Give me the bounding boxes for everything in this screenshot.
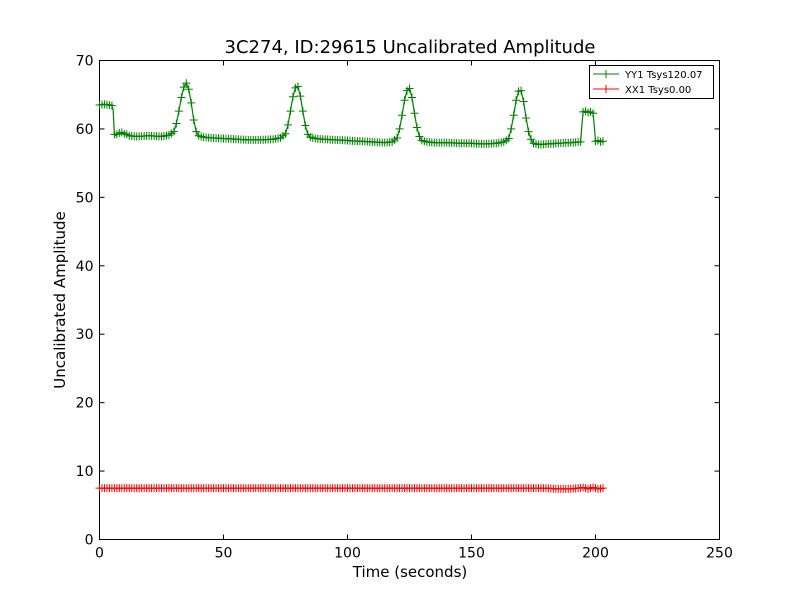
- data-point: [182, 79, 191, 88]
- data-point: [107, 101, 116, 110]
- y-tick-label: 20: [76, 396, 94, 412]
- data-point: [522, 113, 531, 122]
- data-point: [509, 111, 518, 120]
- y-tick-label: 0: [85, 533, 94, 549]
- legend-label-yy1: YY1 Tsys120.07: [624, 70, 703, 81]
- data-point: [405, 84, 414, 93]
- data-point: [172, 119, 181, 128]
- y-tick-label: 30: [76, 327, 94, 343]
- series-1: [95, 483, 607, 493]
- data-point: [407, 93, 416, 102]
- y-tick-label: 10: [76, 464, 94, 480]
- chart-title: 3C274, ID:29615 Uncalibrated Amplitude: [225, 37, 596, 58]
- data-point: [507, 124, 516, 133]
- data-point: [301, 121, 310, 130]
- legend-marker-yy1: [602, 70, 610, 78]
- data-point: [524, 127, 533, 136]
- data-point: [177, 93, 186, 102]
- data-point: [598, 137, 607, 146]
- y-tick-label: 50: [76, 190, 94, 206]
- legend: YY1 Tsys120.07 XX1 Tsys0.00: [589, 65, 714, 99]
- data-point: [576, 137, 585, 146]
- data-point: [286, 107, 295, 116]
- x-tick-label: 250: [706, 546, 733, 562]
- data-point: [298, 107, 307, 116]
- data-point: [184, 85, 193, 94]
- data-point: [410, 109, 419, 118]
- data-point: [400, 96, 409, 105]
- x-tick-label: 100: [334, 546, 361, 562]
- data-point: [169, 127, 178, 136]
- data-point: [192, 127, 201, 136]
- x-tick-label: 0: [95, 546, 104, 562]
- data-point: [415, 132, 424, 141]
- data-point: [293, 82, 302, 91]
- data-point: [179, 83, 188, 92]
- x-tick-label: 50: [215, 546, 233, 562]
- data-point: [519, 97, 528, 106]
- legend-marker-xx1: [602, 85, 610, 93]
- y-tick-label: 60: [76, 122, 94, 138]
- x-axis-label: Time (seconds): [352, 563, 468, 581]
- data-point: [504, 134, 513, 143]
- data-point: [283, 120, 292, 129]
- y-tick-label: 40: [76, 259, 94, 275]
- data-point: [395, 124, 404, 133]
- legend-label-xx1: XX1 Tsys0.00: [625, 85, 691, 96]
- data-point: [412, 123, 421, 132]
- data-point: [527, 135, 536, 144]
- data-point: [398, 111, 407, 120]
- data-point: [281, 129, 290, 138]
- data-point: [288, 92, 297, 101]
- data-point: [517, 86, 526, 95]
- y-tick-label: 70: [76, 54, 94, 70]
- x-tick-label: 200: [582, 546, 609, 562]
- data-point: [187, 98, 196, 107]
- data-point: [174, 107, 183, 116]
- plot-area: 0 50 100 150 200 250 0 10 20 30 40 50 60 70: [76, 54, 733, 562]
- data-point: [512, 96, 521, 105]
- legend-box: [589, 65, 714, 99]
- data-point: [589, 109, 598, 118]
- ticks-layer: 0 50 100 150 200 250 0 10 20 30 40 50 60 70: [76, 54, 733, 562]
- x-tick-label: 150: [458, 546, 485, 562]
- y-axis-label: Uncalibrated Amplitude: [51, 211, 69, 388]
- data-point: [598, 484, 607, 493]
- data-point: [393, 133, 402, 142]
- data-point: [296, 92, 305, 101]
- data-point: [189, 116, 198, 125]
- series-0: [95, 79, 607, 149]
- plot-frame: [99, 60, 720, 540]
- series-layer: [95, 79, 607, 493]
